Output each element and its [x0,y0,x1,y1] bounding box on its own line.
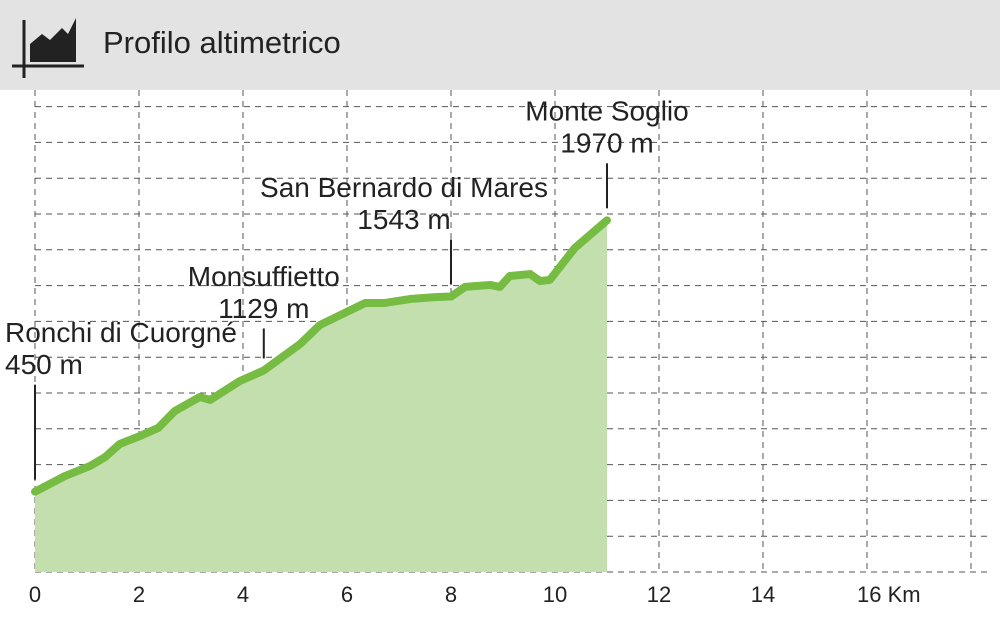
annotation-name: Monte Soglio [525,96,688,127]
x-tick-label: 4 [237,582,249,607]
x-tick-label: 2 [133,582,145,607]
annotation-name: Monsuffietto [188,261,340,292]
x-tick-label: 14 [751,582,775,607]
annotation-name: San Bernardo di Mares [260,172,548,203]
x-tick-label: 6 [341,582,353,607]
x-tick-label: 12 [647,582,671,607]
annotation-value: 450 m [5,349,83,380]
annotation-value: 1970 m [560,128,653,159]
profile-area [35,220,607,572]
profile-line [31,216,611,496]
annotation-name: Ronchi di Cuorgné [5,317,237,348]
annotation-value: 1543 m [357,204,450,235]
x-tick-label: 10 [543,582,567,607]
header-title: Profilo altimetrico [103,25,341,60]
x-tick-label: 16 Km [857,582,921,607]
profile-icon [12,18,84,78]
x-tick-label: 0 [29,582,41,607]
annotation-value: 1129 m [218,293,309,324]
x-tick-label: 8 [445,582,457,607]
header-bar [0,0,1000,90]
